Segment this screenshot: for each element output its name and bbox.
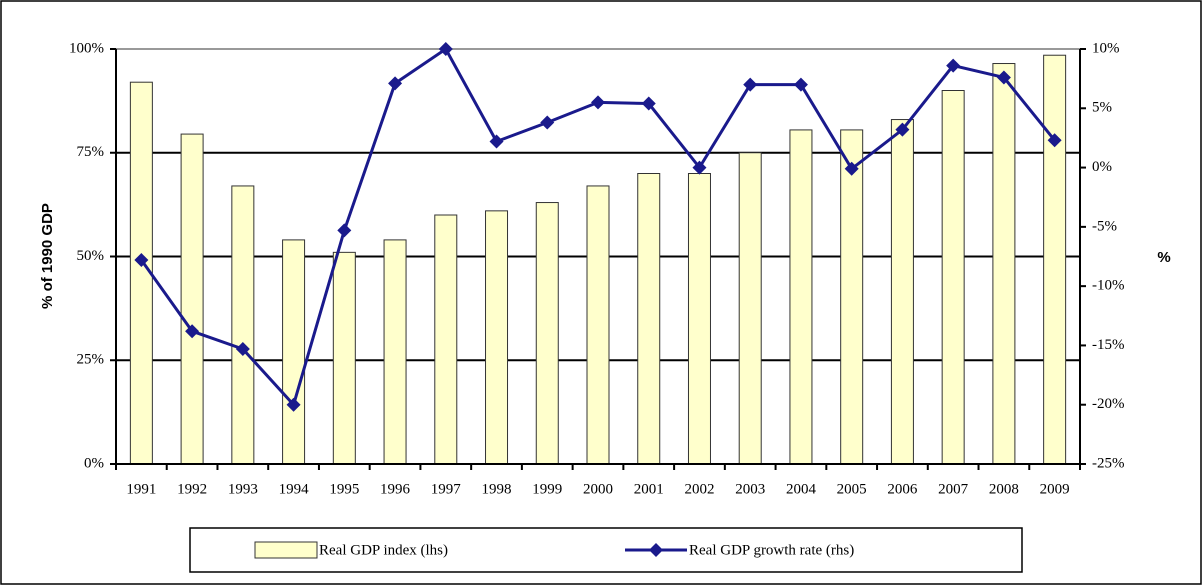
y-tick-label: 0% xyxy=(84,455,104,471)
y2-tick-label: -25% xyxy=(1092,455,1125,471)
marker xyxy=(185,324,200,339)
marker xyxy=(793,77,808,92)
x-tick-label: 1999 xyxy=(532,481,562,497)
y2-tick-label: -15% xyxy=(1092,337,1125,353)
x-tick-label: 2005 xyxy=(837,481,867,497)
bar xyxy=(282,239,306,465)
x-tick-label: 2009 xyxy=(1040,481,1070,497)
x-tick-label: 1998 xyxy=(482,481,512,497)
y2-tick-label: -5% xyxy=(1092,218,1117,234)
bar xyxy=(1043,54,1067,465)
bar xyxy=(840,129,864,465)
bar xyxy=(992,63,1016,465)
marker xyxy=(235,341,250,356)
legend-box xyxy=(189,527,1023,573)
y2-tick-label: 5% xyxy=(1092,100,1112,116)
bar xyxy=(789,129,813,465)
bar xyxy=(180,133,204,465)
legend-label: Real GDP growth rate (rhs) xyxy=(689,542,854,558)
marker xyxy=(946,58,961,73)
marker xyxy=(895,122,910,137)
y2-tick-label: 0% xyxy=(1092,159,1112,175)
x-tick-label: 1994 xyxy=(279,481,310,497)
marker xyxy=(1047,133,1062,148)
bar xyxy=(738,152,762,465)
bar xyxy=(890,119,914,465)
x-tick-label: 2003 xyxy=(735,481,765,497)
marker xyxy=(996,70,1011,85)
y-tick-label: 25% xyxy=(77,352,105,368)
bar xyxy=(535,202,559,465)
x-tick-label: 1997 xyxy=(431,481,462,497)
marker xyxy=(743,77,758,92)
legend-marker xyxy=(649,543,663,557)
marker xyxy=(286,397,301,412)
x-tick-label: 2008 xyxy=(989,481,1019,497)
bar xyxy=(332,251,356,465)
y2-tick-label: -20% xyxy=(1092,396,1125,412)
marker xyxy=(489,134,504,149)
marker xyxy=(438,42,453,56)
legend-label: Real GDP index (lhs) xyxy=(319,542,448,558)
x-tick-label: 2007 xyxy=(938,481,969,497)
y-tick-label: 100% xyxy=(69,40,104,56)
marker xyxy=(844,161,859,176)
x-tick-label: 2002 xyxy=(684,481,714,497)
y2-tick-label: 10% xyxy=(1092,40,1120,56)
y-tick-label: 50% xyxy=(77,248,105,264)
legend-swatch xyxy=(254,541,318,559)
marker xyxy=(641,96,656,111)
x-tick-label: 1991 xyxy=(126,481,156,497)
x-tick-label: 2000 xyxy=(583,481,613,497)
x-tick-label: 1996 xyxy=(380,481,411,497)
marker xyxy=(540,115,555,130)
bar xyxy=(941,90,965,465)
x-tick-label: 2001 xyxy=(634,481,664,497)
bar xyxy=(485,210,509,465)
x-tick-label: 1992 xyxy=(177,481,207,497)
y2-tick-label: -10% xyxy=(1092,278,1125,294)
marker xyxy=(591,95,605,110)
x-tick-label: 1995 xyxy=(329,481,359,497)
bar xyxy=(383,239,407,465)
marker xyxy=(692,160,707,175)
y-axis-title: % of 1990 GDP xyxy=(39,203,56,309)
x-tick-label: 2006 xyxy=(887,481,918,497)
bar xyxy=(687,173,711,465)
bar xyxy=(586,185,610,465)
bar xyxy=(637,173,661,465)
x-tick-label: 1993 xyxy=(228,481,258,497)
x-tick-label: 2004 xyxy=(786,481,817,497)
marker xyxy=(388,76,403,91)
bar xyxy=(231,185,255,465)
y-tick-label: 75% xyxy=(77,144,105,160)
y2-axis-title: % xyxy=(1157,249,1170,266)
marker xyxy=(337,223,352,238)
marker xyxy=(134,253,149,268)
bar xyxy=(434,214,458,465)
